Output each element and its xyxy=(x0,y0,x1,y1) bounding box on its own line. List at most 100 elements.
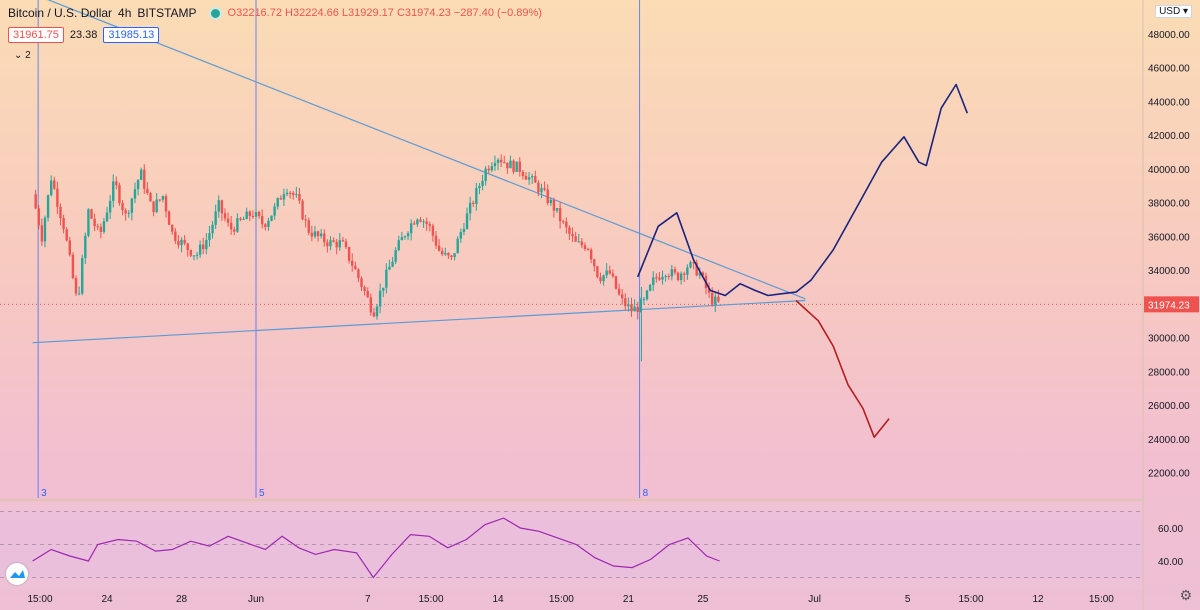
candle-up xyxy=(605,270,608,276)
candle-up xyxy=(43,217,47,242)
candle-down xyxy=(620,294,624,299)
candle-down xyxy=(124,210,127,214)
candle-down xyxy=(257,211,261,217)
candle-up xyxy=(108,200,112,213)
interval-label[interactable]: 4h xyxy=(118,6,132,20)
candle-down xyxy=(521,171,525,177)
candle-down xyxy=(288,192,292,194)
candle-down xyxy=(220,200,224,214)
symbol-name[interactable]: Bitcoin / U.S. Dollar xyxy=(8,6,113,20)
candle-down xyxy=(354,265,357,270)
candle-down xyxy=(332,240,335,242)
candle-up xyxy=(679,273,683,281)
candle-up xyxy=(493,162,497,167)
candle-up xyxy=(515,161,518,172)
price-tick-label: 46000.00 xyxy=(1148,64,1190,75)
candle-down xyxy=(146,188,149,194)
candle-down xyxy=(34,194,37,209)
candle-up xyxy=(161,196,165,200)
candle-up xyxy=(208,233,211,240)
chevron-down-icon: ▾ xyxy=(1182,6,1188,17)
bid-chip[interactable]: 31961.75 xyxy=(8,27,64,43)
candle-down xyxy=(503,162,506,164)
candle-down xyxy=(558,208,562,222)
candle-up xyxy=(276,198,279,207)
candle-up xyxy=(136,179,140,190)
quote-chips: 31961.75 23.38 31985.13 xyxy=(8,27,160,43)
candle-up xyxy=(285,192,289,195)
last-price-box xyxy=(1144,296,1199,313)
candle-down xyxy=(617,288,621,295)
candle-down xyxy=(552,199,556,211)
candle-down xyxy=(323,233,326,243)
candle-down xyxy=(667,276,670,278)
candle-down xyxy=(574,236,577,242)
candle-down xyxy=(40,225,44,242)
candle-down xyxy=(614,276,618,289)
price-tick-label: 30000.00 xyxy=(1148,334,1190,345)
candle-up xyxy=(459,231,463,239)
candle-up xyxy=(205,239,208,250)
currency-label: USD xyxy=(1159,6,1181,17)
candle-up xyxy=(409,223,413,234)
price-tick-label: 36000.00 xyxy=(1148,232,1190,243)
candle-down xyxy=(344,241,348,248)
indicator-toggle[interactable]: ⌄ 2 xyxy=(14,50,31,61)
candle-up xyxy=(391,261,394,267)
candle-down xyxy=(434,235,438,246)
candle-up xyxy=(273,206,276,216)
candle-down xyxy=(419,219,422,222)
candle-up xyxy=(105,212,109,222)
candle-up xyxy=(319,233,323,237)
candle-down xyxy=(279,198,283,200)
candle-up xyxy=(198,244,202,255)
candle-down xyxy=(636,306,639,313)
tradingview-logo-button[interactable] xyxy=(6,563,28,585)
candle-up xyxy=(242,219,245,221)
candle-down xyxy=(307,220,310,233)
candle-down xyxy=(589,249,593,260)
chevron-down-icon: ⌄ xyxy=(14,50,23,61)
time-tick-label: Jun xyxy=(248,594,264,605)
candle-down xyxy=(223,213,227,219)
ask-chip[interactable]: 31985.13 xyxy=(103,27,160,43)
candle-up xyxy=(155,199,158,213)
candle-down xyxy=(655,277,658,279)
candle-up xyxy=(468,202,472,214)
candle-down xyxy=(518,161,521,172)
candle-down xyxy=(447,252,450,256)
candle-up xyxy=(385,269,388,288)
candle-down xyxy=(65,229,68,241)
candle-down xyxy=(326,242,329,247)
candle-up xyxy=(133,189,137,199)
candle-down xyxy=(630,304,633,312)
candle-up xyxy=(444,252,447,255)
candle-down xyxy=(695,262,698,276)
candle-up xyxy=(549,199,553,204)
candle-down xyxy=(425,221,428,225)
candle-down xyxy=(239,218,242,220)
currency-button[interactable]: USD ▾ xyxy=(1155,5,1192,18)
candle-down xyxy=(177,240,180,246)
candle-up xyxy=(555,208,559,211)
candle-down xyxy=(611,273,615,277)
price-tick-label: 22000.00 xyxy=(1148,469,1190,480)
candle-up xyxy=(686,267,689,275)
candle-up xyxy=(236,218,239,232)
candle-up xyxy=(400,237,404,241)
candle-down xyxy=(202,244,205,250)
time-tick-label: 24 xyxy=(101,594,113,605)
candle-down xyxy=(683,273,686,275)
candle-up xyxy=(397,240,400,251)
candle-up xyxy=(375,306,379,317)
gear-icon[interactable]: ⚙ xyxy=(1179,587,1192,603)
candle-down xyxy=(710,292,714,305)
candle-up xyxy=(627,304,630,307)
candle-down xyxy=(62,217,65,230)
candle-down xyxy=(93,218,96,227)
price-tick-label: 42000.00 xyxy=(1148,131,1190,142)
price-tick-label: 40000.00 xyxy=(1148,165,1190,176)
candle-up xyxy=(645,290,649,300)
candle-up xyxy=(496,159,500,163)
